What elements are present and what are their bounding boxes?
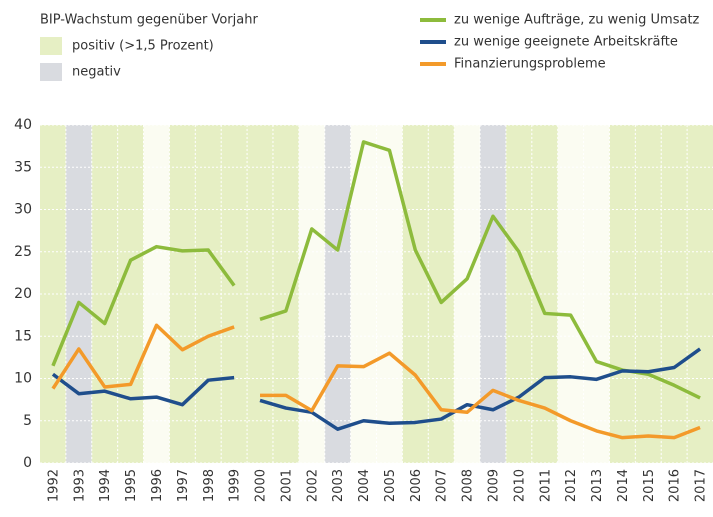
legend-label: Finanzierungsprobleme [454,57,606,72]
x-tick-label: 2003 [331,469,346,502]
x-tick-label: 1996 [150,469,165,502]
x-tick-label: 1992 [46,469,61,502]
x-tick-label: 2008 [461,469,476,502]
y-tick-label: 25 [14,244,32,260]
bip-legend-title: BIP-Wachstum gegenüber Vorjahr [40,13,258,28]
x-tick-label: 2012 [564,469,579,502]
series-line [260,351,701,440]
series-line [51,372,235,407]
series-line [259,347,702,431]
series-line [51,244,236,367]
x-tick-label: 1997 [176,469,191,502]
x-tick-label: 1999 [228,469,243,502]
y-tick-label: 20 [14,286,32,302]
x-tick-label: 2001 [279,469,294,502]
y-tick-label: 40 [14,117,32,133]
x-tick-label: 2000 [254,469,269,502]
legend-label: zu wenige Aufträge, zu wenig Umsatz [454,13,700,28]
x-tick-label: 1993 [72,469,87,502]
x-tick-label: 1998 [202,469,217,502]
gdp-band [65,125,92,463]
legend-swatch [40,63,62,81]
x-tick-label: 2007 [435,469,450,502]
legend-label: zu wenige geeignete Arbeitskräfte [454,35,678,50]
gdp-band [505,125,532,463]
x-tick-label: 1994 [98,469,113,502]
legend-label: negativ [72,65,121,80]
x-tick-label: 2004 [357,469,372,502]
y-tick-label: 35 [14,159,32,175]
y-tick-label: 10 [14,371,32,387]
x-tick-label: 2005 [383,469,398,502]
gdp-band [402,125,429,463]
x-tick-label: 2017 [694,469,709,502]
x-tick-label: 2015 [642,469,657,502]
x-tick-label: 1995 [124,469,139,502]
y-tick-label: 30 [14,202,32,218]
x-tick-label: 2002 [305,469,320,502]
y-tick-label: 5 [23,413,32,429]
x-tick-label: 2011 [538,469,553,502]
x-tick-label: 2013 [590,469,605,502]
legend-label: positiv (>1,5 Prozent) [72,39,214,54]
x-tick-label: 2016 [668,469,683,502]
x-tick-label: 2006 [409,469,424,502]
series-line [51,323,235,390]
x-tick-label: 2009 [486,469,501,502]
y-tick-label: 15 [14,328,32,344]
x-tick-label: 2014 [616,469,631,502]
y-tick-label: 0 [23,455,32,471]
x-tick-label: 2010 [512,469,527,502]
legend-swatch [40,37,62,55]
